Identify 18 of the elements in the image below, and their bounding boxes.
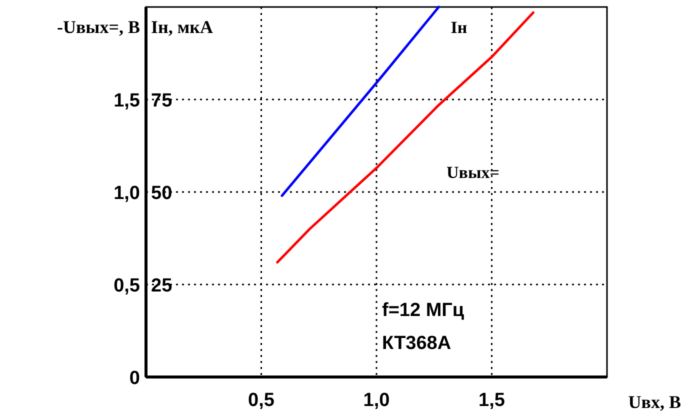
line-series <box>276 11 534 264</box>
y-tick-label: 0 <box>129 368 140 389</box>
y-tick-label: 1,0 <box>114 183 140 204</box>
x-tick-label: 1,0 <box>363 390 390 411</box>
y2-tick-label: 50 <box>151 183 172 204</box>
x-axis-title: Uвх, В <box>628 392 681 411</box>
x-tick-label: 1,5 <box>478 390 506 411</box>
y-tick-label: 1,5 <box>114 90 140 112</box>
annotation: f=12 МГц <box>382 300 464 321</box>
series-label: Iн <box>450 18 468 37</box>
y2-tick-label: 75 <box>151 90 173 112</box>
y-axis-title: -Uвых=, В <box>56 17 140 37</box>
y-tick-label: 0,5 <box>114 276 140 296</box>
annotation: КТ368А <box>382 333 452 354</box>
y2-axis-title: Iн, мкА <box>151 17 214 37</box>
x-tick-label: 0,5 <box>248 390 275 411</box>
y2-tick-label: 25 <box>151 276 173 296</box>
text: Uвых= <box>446 162 500 182</box>
